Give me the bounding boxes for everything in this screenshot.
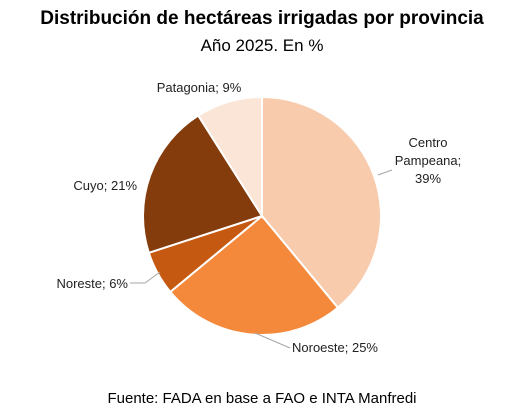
data-label-noreste: Noreste; 6%: [56, 276, 128, 291]
pie-slice-centro-pampeana: [261, 95, 382, 310]
pie-slice-cuyo: [142, 114, 264, 255]
data-label-centro-pampeana: Centro Pampeana; 39%: [395, 135, 462, 186]
chart-source: Fuente: FADA en base a FAO e INTA Manfre…: [107, 390, 417, 407]
data-label-patagonia: Patagonia; 9%: [157, 80, 242, 95]
leader-line: [377, 169, 393, 176]
chart-title: Distribución de hectáreas irrigadas por …: [40, 8, 484, 29]
data-label-cuyo: Cuyo; 21%: [73, 178, 137, 193]
leader-line: [254, 332, 291, 349]
pie-slice-noroeste: [168, 214, 340, 336]
chart-subtitle: Año 2025. En %: [200, 36, 324, 55]
pie-slice-patagonia: [196, 95, 263, 220]
leader-line: [130, 271, 161, 284]
data-label-noroeste: Noroeste; 25%: [292, 340, 378, 355]
